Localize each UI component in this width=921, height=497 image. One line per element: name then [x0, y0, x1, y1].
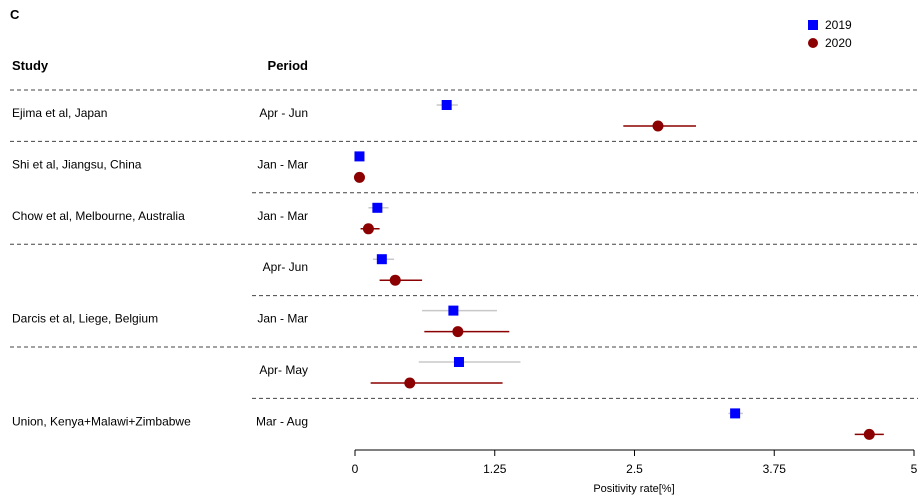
point-2019	[730, 408, 741, 419]
x-tick-label: 1.25	[483, 462, 507, 476]
period-label: Jan - Mar	[257, 312, 308, 326]
x-tick-label: 0	[352, 462, 359, 476]
period-label: Apr - Jun	[259, 106, 308, 120]
x-axis: 0 1.25 2.5 3.75 5 Positivity rate[%]	[352, 449, 918, 495]
study-name: Chow et al, Melbourne, Australia	[12, 209, 185, 223]
legend-marker-2019	[808, 20, 818, 30]
x-tick-label: 2.5	[626, 462, 643, 476]
point-2019	[453, 357, 464, 367]
period-label: Apr- Jun	[263, 260, 308, 274]
legend-label-2020: 2020	[825, 36, 852, 50]
period-header: Period	[268, 58, 309, 73]
x-axis-label: Positivity rate[%]	[593, 483, 674, 495]
x-tick-label: 3.75	[763, 462, 787, 476]
study-name: Shi et al, Jiangsu, China	[12, 157, 142, 171]
study-name: Ejima et al, Japan	[12, 106, 107, 120]
study-name: Darcis et al, Liege, Belgium	[12, 312, 158, 326]
period-label: Jan - Mar	[257, 209, 308, 223]
row-separators	[10, 89, 918, 399]
point-2020	[389, 274, 401, 286]
plot-rows: Ejima et al, Japan Apr - Jun Shi et al, Ji…	[12, 100, 884, 440]
period-label: Jan - Mar	[257, 157, 308, 171]
point-2019	[376, 254, 387, 265]
legend-marker-2020	[808, 38, 818, 48]
point-2019	[448, 305, 459, 316]
legend: 2019 2020	[808, 18, 852, 50]
study-header: Study	[12, 58, 49, 73]
point-2020	[452, 326, 464, 338]
point-2019	[372, 202, 383, 213]
panel-label: C	[10, 7, 20, 22]
table-row: Ejima et al, Japan Apr - Jun	[12, 100, 696, 132]
table-row: Shi et al, Jiangsu, China Jan - Mar	[12, 151, 365, 183]
legend-label-2019: 2019	[825, 18, 852, 32]
period-label: Mar - Aug	[256, 414, 308, 428]
point-2020	[404, 377, 416, 389]
point-2019	[441, 100, 452, 110]
x-tick-label: 5	[911, 462, 918, 476]
table-row: Chow et al, Melbourne, Australia Jan - Ma…	[12, 202, 389, 235]
point-2020	[353, 171, 365, 183]
point-2019	[354, 151, 365, 162]
period-label: Apr- May	[259, 363, 308, 377]
study-name: Union, Kenya+Malawi+Zimbabwe	[12, 414, 191, 428]
table-row: Apr- Jun	[263, 254, 423, 286]
table-row: Darcis et al, Liege, Belgium Jan - Mar	[12, 305, 510, 338]
point-2020	[652, 120, 664, 132]
table-row: Union, Kenya+Malawi+Zimbabwe Mar - Aug	[12, 408, 884, 440]
table-row: Apr- May	[259, 357, 521, 389]
x-axis-ticks: 0 1.25 2.5 3.75 5	[352, 450, 918, 476]
point-2020	[863, 428, 875, 440]
point-2020	[362, 223, 374, 235]
